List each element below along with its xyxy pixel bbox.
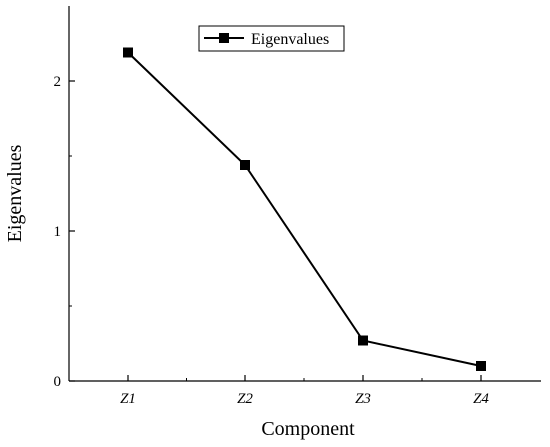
- data-point-marker: [240, 160, 250, 170]
- y-axis-ticks: 0 1 2: [54, 74, 75, 390]
- y-tick-label: 2: [54, 74, 62, 90]
- data-point-marker: [123, 47, 133, 58]
- x-tick-label: Z2: [237, 391, 253, 407]
- series-layer: [123, 47, 486, 371]
- x-axis-title: Component: [261, 418, 355, 440]
- x-tick-label: Z3: [355, 391, 371, 407]
- y-tick-label: 1: [54, 224, 62, 240]
- data-point-marker: [476, 361, 486, 371]
- legend-square-marker-icon: [219, 33, 229, 43]
- y-tick-label: 0: [54, 374, 62, 390]
- series-line: [127, 51, 482, 367]
- x-tick-label: Z1: [120, 391, 136, 407]
- x-axis-ticks: Z1 Z2 Z3 Z4: [120, 375, 489, 407]
- x-tick-label: Z4: [473, 391, 489, 407]
- legend: Eigenvalues: [198, 25, 345, 52]
- y-axis-title: Eigenvalues: [4, 144, 26, 242]
- legend-label: Eigenvalues: [251, 31, 329, 48]
- data-point-marker: [358, 335, 368, 346]
- axes-frame: [68, 6, 541, 382]
